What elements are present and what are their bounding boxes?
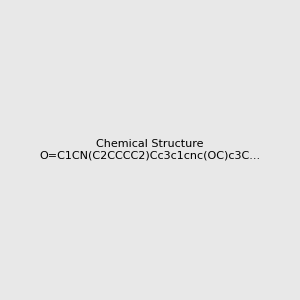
Text: Chemical Structure
O=C1CN(C2CCCC2)Cc3c1cnc(OC)c3C...: Chemical Structure O=C1CN(C2CCCC2)Cc3c1c… bbox=[39, 139, 261, 161]
